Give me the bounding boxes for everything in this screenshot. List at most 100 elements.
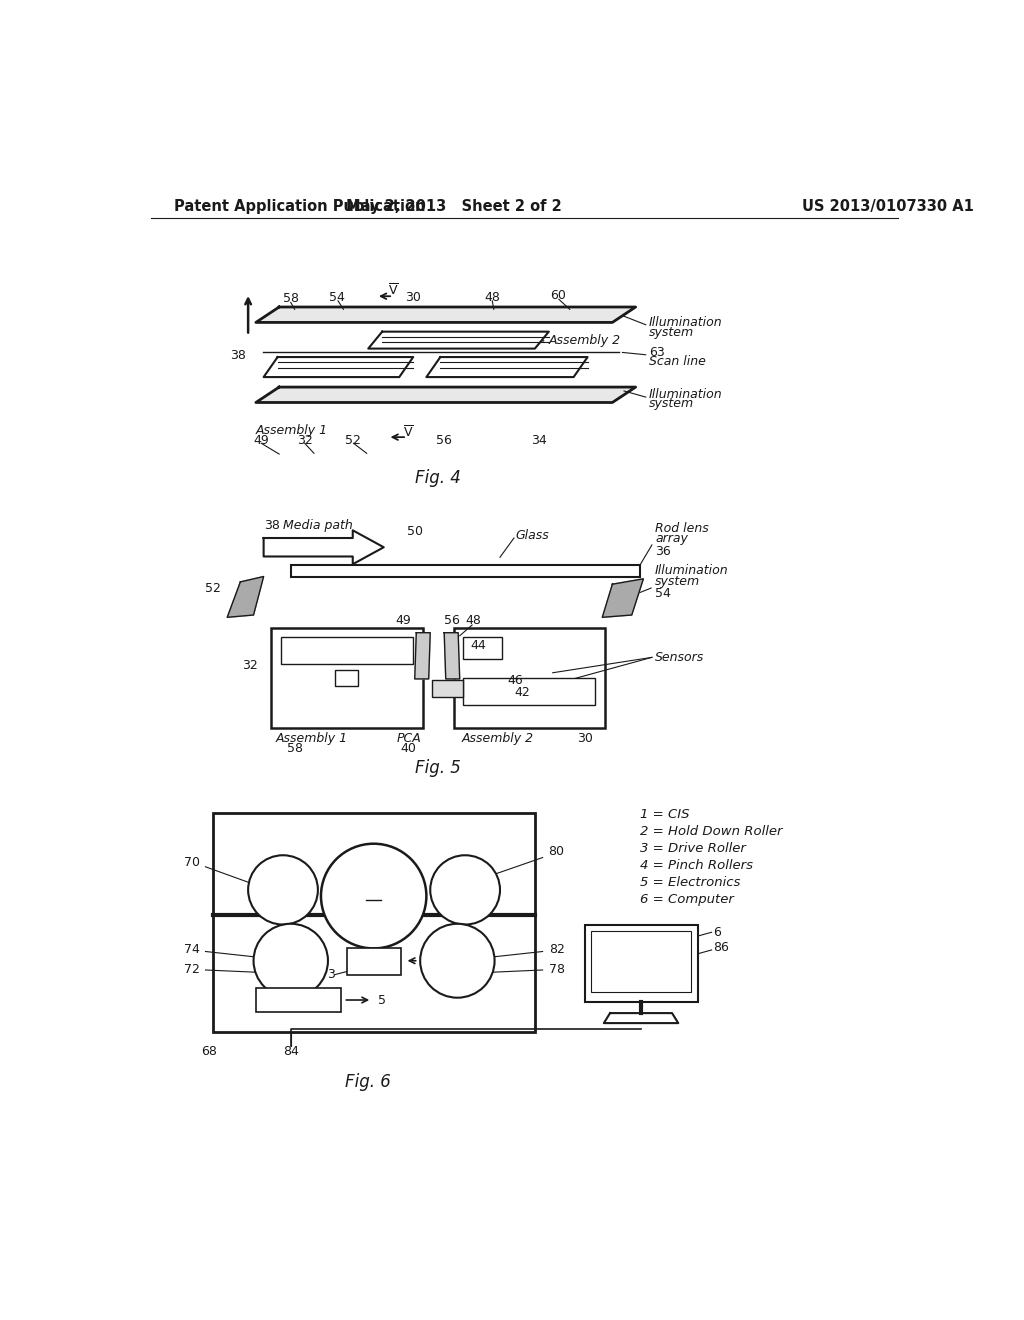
- Text: $\overline{\mathrm{V}}$: $\overline{\mathrm{V}}$: [388, 282, 398, 298]
- Circle shape: [430, 855, 500, 924]
- FancyBboxPatch shape: [292, 566, 638, 576]
- Text: Assembly 2: Assembly 2: [461, 733, 534, 746]
- Text: 68: 68: [202, 1045, 217, 1059]
- Text: 32: 32: [297, 434, 312, 446]
- Polygon shape: [369, 331, 549, 348]
- Polygon shape: [256, 308, 636, 322]
- Text: 6 = Computer: 6 = Computer: [640, 892, 733, 906]
- Text: Sensors: Sensors: [655, 651, 705, 664]
- Text: $\overline{\mathrm{V}}$: $\overline{\mathrm{V}}$: [403, 425, 414, 441]
- Polygon shape: [602, 578, 643, 618]
- Text: 44: 44: [471, 639, 486, 652]
- Text: 2 = Hold Down Roller: 2 = Hold Down Roller: [640, 825, 782, 838]
- Text: 63: 63: [649, 346, 665, 359]
- Text: 3 = Drive Roller: 3 = Drive Roller: [640, 842, 745, 855]
- Text: system: system: [649, 397, 694, 409]
- Text: Illumination: Illumination: [649, 388, 722, 400]
- Polygon shape: [256, 387, 636, 403]
- Circle shape: [254, 924, 328, 998]
- Text: system: system: [655, 574, 700, 587]
- Circle shape: [420, 924, 495, 998]
- FancyBboxPatch shape: [256, 987, 341, 1012]
- Text: 48: 48: [465, 614, 481, 627]
- Text: 5: 5: [378, 994, 386, 1007]
- Text: Assembly 1: Assembly 1: [256, 424, 328, 437]
- Text: 52: 52: [345, 434, 360, 446]
- Text: PCA: PCA: [396, 733, 421, 746]
- Text: 6: 6: [713, 925, 721, 939]
- Circle shape: [248, 855, 317, 924]
- Circle shape: [321, 843, 426, 948]
- Text: 56: 56: [436, 434, 453, 446]
- Text: 84: 84: [283, 1045, 299, 1059]
- Polygon shape: [604, 1014, 678, 1023]
- FancyBboxPatch shape: [463, 638, 502, 659]
- Polygon shape: [263, 358, 414, 378]
- Text: 30: 30: [578, 733, 593, 746]
- FancyBboxPatch shape: [463, 678, 595, 705]
- Text: 34: 34: [530, 434, 547, 446]
- Text: Illumination: Illumination: [649, 315, 722, 329]
- Text: 42: 42: [514, 685, 529, 698]
- Text: US 2013/0107330 A1: US 2013/0107330 A1: [802, 199, 974, 214]
- FancyBboxPatch shape: [291, 565, 640, 577]
- Text: 48: 48: [484, 290, 500, 304]
- Text: 36: 36: [655, 545, 671, 557]
- Text: Scan line: Scan line: [649, 355, 706, 368]
- Text: array: array: [655, 532, 688, 545]
- Text: 46: 46: [508, 675, 523, 686]
- Text: 1 = CIS: 1 = CIS: [640, 808, 689, 821]
- FancyBboxPatch shape: [454, 628, 604, 729]
- Text: system: system: [649, 326, 694, 339]
- Text: Fig. 6: Fig. 6: [345, 1073, 391, 1092]
- Text: Illumination: Illumination: [655, 564, 729, 577]
- Text: Media path: Media path: [283, 519, 352, 532]
- Text: 52: 52: [205, 582, 221, 594]
- FancyBboxPatch shape: [432, 681, 463, 697]
- FancyBboxPatch shape: [592, 931, 691, 993]
- Polygon shape: [263, 531, 384, 564]
- Polygon shape: [426, 358, 588, 378]
- Text: 50: 50: [407, 525, 423, 539]
- Text: Rod lens: Rod lens: [655, 521, 709, 535]
- Text: 5 = Electronics: 5 = Electronics: [640, 875, 740, 888]
- Text: Assembly 2: Assembly 2: [549, 334, 621, 347]
- Text: 56: 56: [444, 614, 460, 627]
- Text: 30: 30: [406, 290, 421, 304]
- FancyBboxPatch shape: [281, 638, 414, 664]
- Text: 38: 38: [230, 348, 246, 362]
- Polygon shape: [444, 632, 460, 678]
- Text: 3: 3: [327, 968, 335, 981]
- Text: May 2, 2013   Sheet 2 of 2: May 2, 2013 Sheet 2 of 2: [346, 199, 561, 214]
- Text: Glass: Glass: [515, 529, 549, 543]
- Text: Fig. 4: Fig. 4: [415, 469, 461, 487]
- Polygon shape: [227, 577, 263, 618]
- FancyBboxPatch shape: [213, 813, 535, 1032]
- FancyBboxPatch shape: [346, 948, 400, 974]
- Text: 72: 72: [183, 964, 200, 977]
- Text: 49: 49: [395, 614, 411, 627]
- Text: Fig. 5: Fig. 5: [415, 759, 461, 777]
- Text: 60: 60: [550, 289, 566, 302]
- Text: 86: 86: [713, 941, 729, 954]
- Text: 38: 38: [263, 519, 280, 532]
- Text: Patent Application Publication: Patent Application Publication: [174, 199, 426, 214]
- Text: 54: 54: [330, 290, 345, 304]
- FancyBboxPatch shape: [271, 628, 423, 729]
- Polygon shape: [415, 632, 430, 678]
- Text: Assembly 1: Assembly 1: [275, 733, 347, 746]
- Text: 74: 74: [183, 942, 200, 956]
- Text: 4 = Pinch Rollers: 4 = Pinch Rollers: [640, 859, 753, 871]
- Text: 76: 76: [365, 890, 383, 903]
- Text: 40: 40: [400, 742, 417, 755]
- Text: 54: 54: [655, 587, 671, 601]
- Text: 80: 80: [549, 845, 564, 858]
- Text: 58: 58: [283, 292, 299, 305]
- Text: 82: 82: [549, 942, 564, 956]
- Text: 78: 78: [549, 964, 564, 977]
- Text: 49: 49: [253, 434, 269, 446]
- Text: 58: 58: [287, 742, 303, 755]
- FancyBboxPatch shape: [335, 671, 358, 686]
- FancyBboxPatch shape: [586, 924, 697, 1002]
- Text: 70: 70: [183, 857, 200, 870]
